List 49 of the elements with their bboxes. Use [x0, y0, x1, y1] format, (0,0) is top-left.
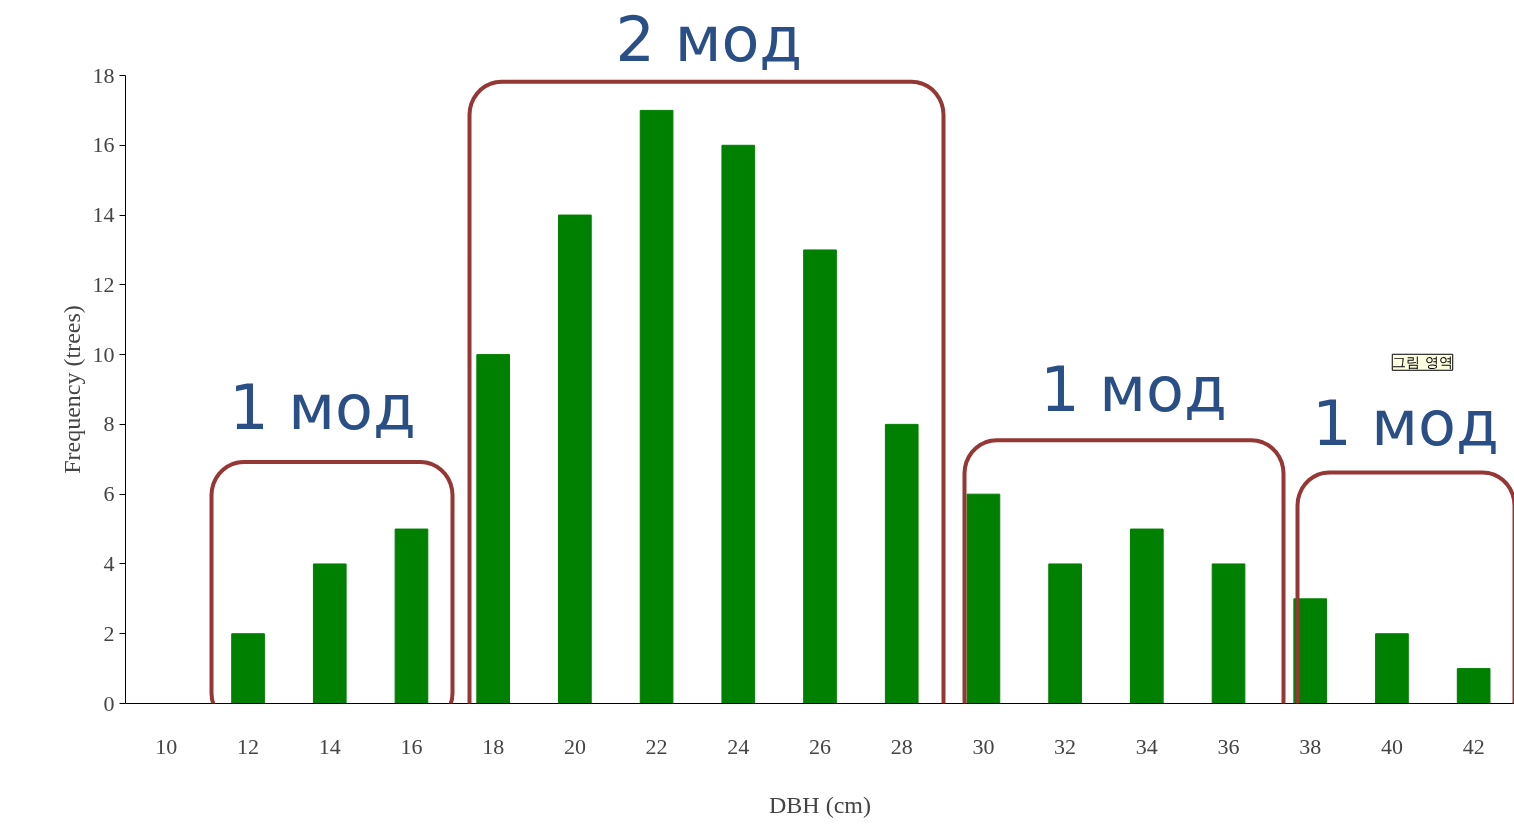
- y-tick-label: 12: [92, 271, 115, 297]
- x-tick-label: 26: [809, 733, 831, 759]
- y-tick-label: 4: [103, 550, 115, 576]
- x-tick-label: 30: [972, 733, 995, 759]
- y-tick-label: 10: [92, 341, 115, 367]
- x-tick-label: 16: [400, 733, 423, 759]
- x-tick-label: 34: [1135, 733, 1158, 759]
- bar: [884, 423, 919, 704]
- annotation: 1 мод: [1312, 387, 1499, 461]
- bar: [312, 563, 347, 704]
- y-tick-label: 18: [92, 62, 115, 88]
- x-tick-label: 12: [237, 733, 260, 759]
- bar: [1129, 528, 1164, 704]
- bar: [721, 144, 756, 704]
- y-tick-label: 6: [103, 481, 115, 507]
- x-tick-label: 32: [1054, 733, 1077, 759]
- bar: [394, 528, 429, 704]
- x-tick-label: 42: [1462, 733, 1485, 759]
- y-axis-title: Frequency (trees): [58, 305, 85, 474]
- x-axis-title: DBH (cm): [769, 791, 871, 818]
- x-tick-label: 40: [1380, 733, 1403, 759]
- bar: [231, 633, 265, 704]
- y-tick-label: 8: [103, 411, 115, 437]
- bar: [1211, 563, 1246, 704]
- y-tick-label: 14: [92, 202, 115, 228]
- x-tick-label: 28: [890, 733, 913, 759]
- x-tick-label: 24: [727, 733, 750, 759]
- x-tick-label: 14: [318, 733, 341, 759]
- bar: [1048, 563, 1082, 704]
- bar: [1375, 633, 1409, 704]
- bar: [1456, 668, 1491, 704]
- y-tick-label: 16: [92, 132, 115, 158]
- x-tick-label: 38: [1299, 733, 1322, 759]
- x-tick-label: 22: [645, 733, 668, 759]
- bar: [966, 493, 1001, 704]
- y-tick-label: 2: [103, 620, 115, 646]
- annotation: 1 мод: [229, 370, 416, 444]
- annotation: 1 мод: [1040, 353, 1227, 427]
- text: 2 мод: [615, 2, 803, 76]
- bar: [639, 109, 674, 704]
- x-tick-label: 18: [482, 733, 505, 759]
- bar: [558, 214, 592, 704]
- x-tick-label: 36: [1217, 733, 1240, 759]
- bar: [803, 249, 837, 704]
- annotation: 그림 영역: [1392, 354, 1453, 371]
- x-tick-label: 10: [155, 733, 178, 759]
- y-tick-label: 0: [103, 690, 115, 716]
- x-tick-label: 20: [563, 733, 586, 759]
- bar: [476, 354, 511, 704]
